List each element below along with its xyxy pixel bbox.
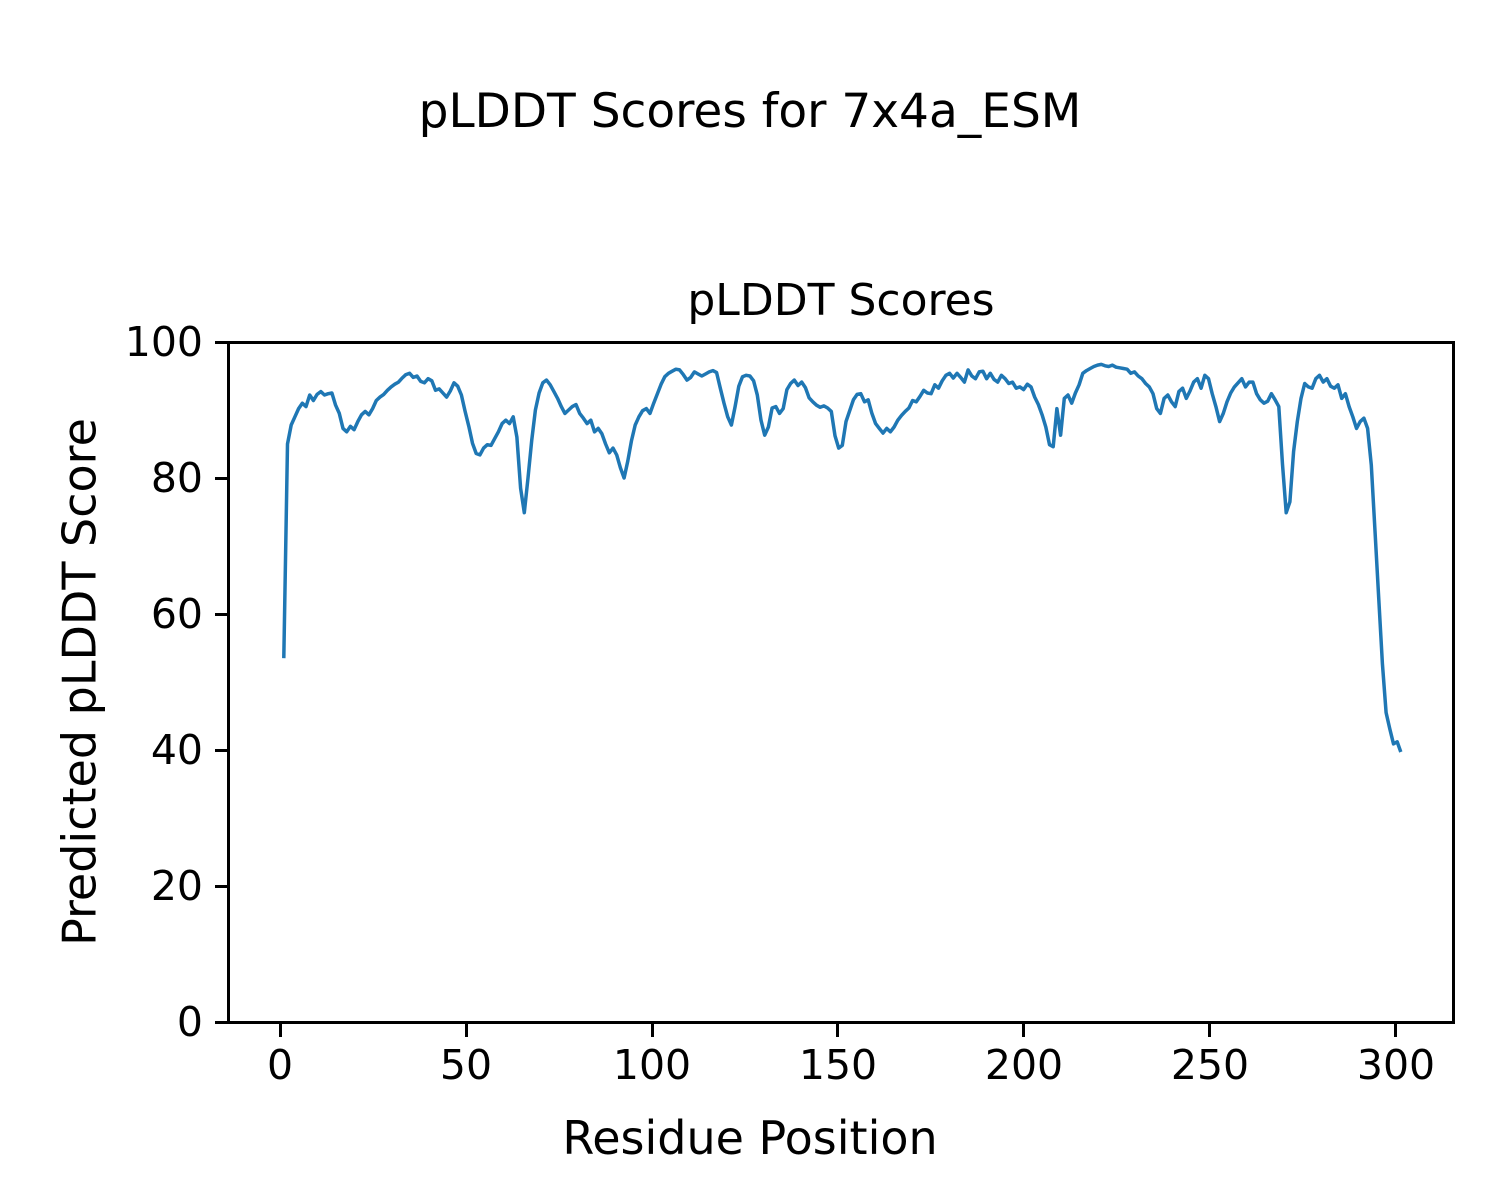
y-tick-label: 40 [150,726,203,774]
x-tick [836,1024,839,1037]
x-tick [279,1024,282,1037]
x-tick [465,1024,468,1037]
x-tick-label: 250 [1170,1041,1250,1089]
y-tick [215,341,228,344]
x-tick [1208,1024,1211,1037]
figure-title: pLDDT Scores for 7x4a_ESM [418,84,1082,139]
x-axis-label: Residue Position [562,1111,938,1165]
axes-title: pLDDT Scores [687,275,995,326]
y-tick-label: 60 [150,590,203,638]
x-tick [1394,1024,1397,1037]
line-chart [282,362,1403,753]
x-tick-label: 300 [1356,1041,1436,1089]
y-tick [215,885,228,888]
y-tick-label: 20 [150,862,203,910]
x-tick-label: 200 [984,1041,1064,1089]
y-tick-label: 80 [150,454,203,502]
y-tick [215,613,228,616]
x-tick-label: 150 [798,1041,878,1089]
plot-area [227,341,1455,1024]
y-tick-label: 100 [124,318,203,366]
x-tick [1022,1024,1025,1037]
y-tick-label: 0 [176,998,203,1046]
plddt-line-series [282,362,1403,753]
x-tick-label: 100 [612,1041,692,1089]
x-tick-label: 0 [266,1041,294,1089]
y-tick [215,1021,228,1024]
y-tick [215,477,228,480]
y-tick [215,749,228,752]
x-tick [651,1024,654,1037]
x-tick-label: 50 [439,1041,493,1089]
